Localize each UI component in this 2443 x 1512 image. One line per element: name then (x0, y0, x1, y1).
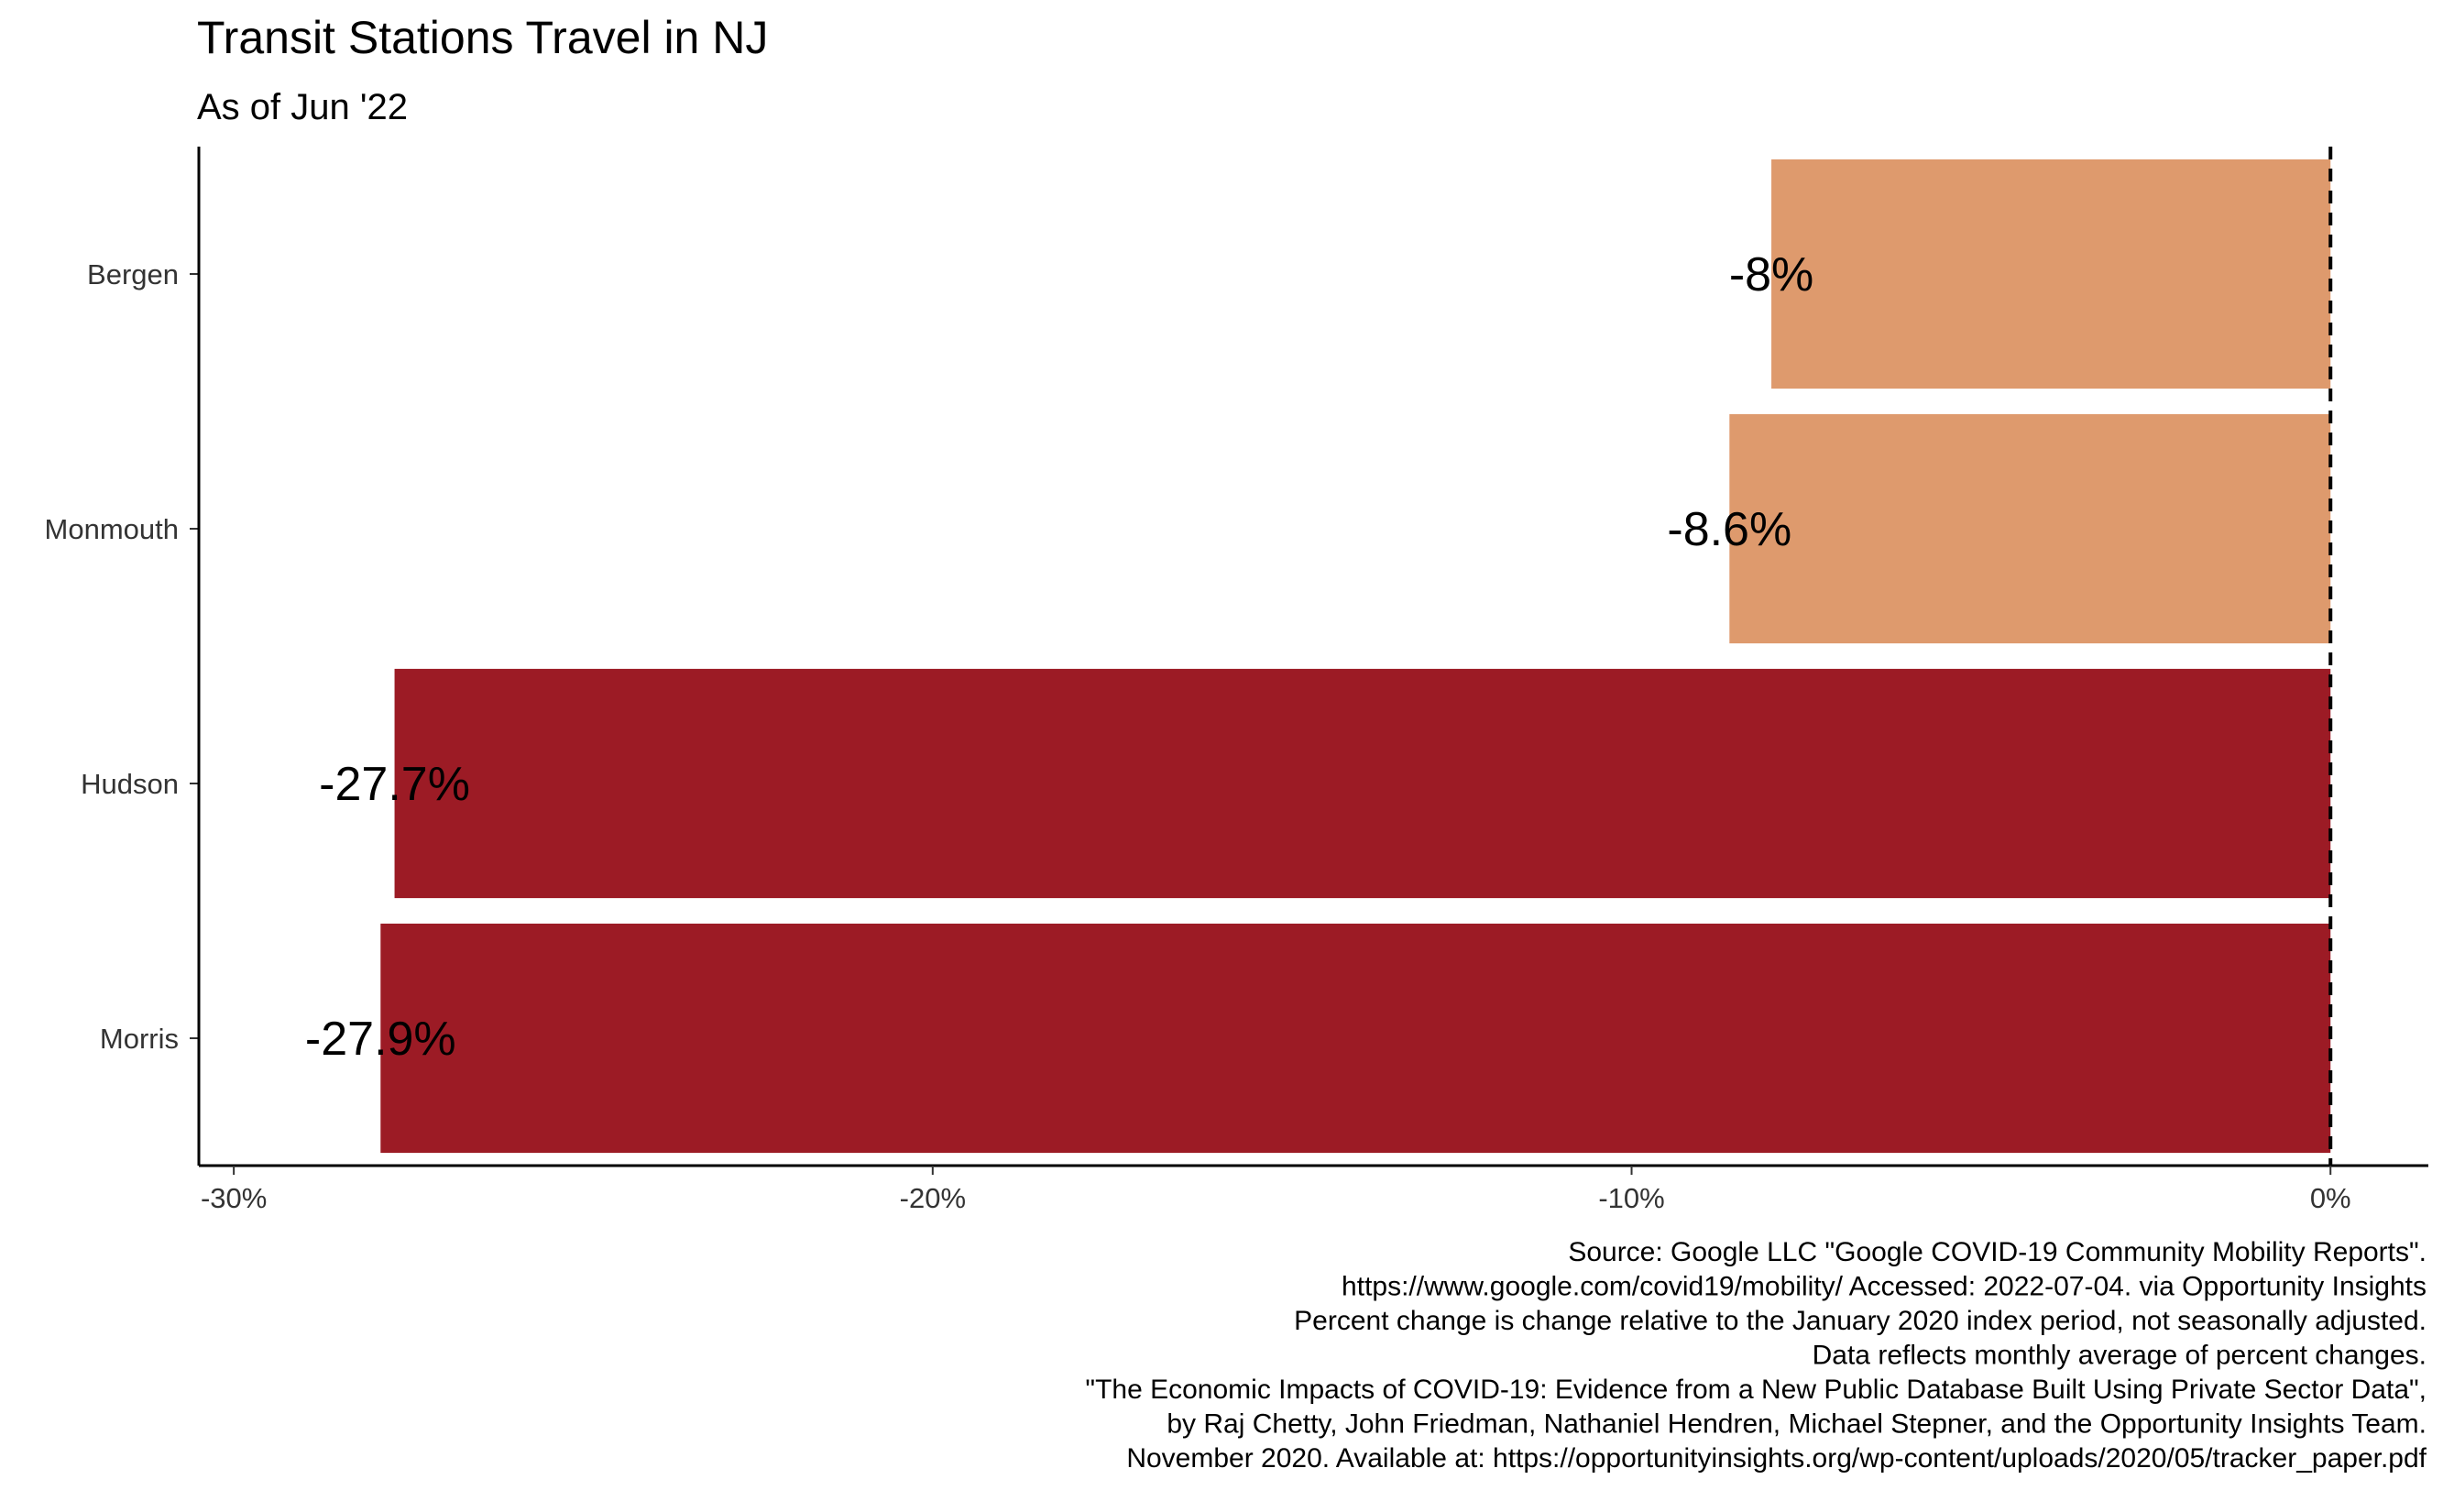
data-label-morris: -27.9% (305, 1013, 456, 1066)
data-label-bergen: -8% (1729, 248, 1813, 301)
data-labels-layer: -8% -8.6% -27.7% -27.9% (305, 248, 1813, 1066)
bars-layer (380, 159, 2331, 1154)
caption-line: Source: Google LLC "Google COVID-19 Comm… (1568, 1237, 2427, 1267)
caption-line: Percent change is change relative to the… (1294, 1306, 2427, 1336)
caption-line: Data reflects monthly average of percent… (1813, 1341, 2427, 1371)
bar-bergen (1771, 159, 2331, 389)
caption-line: by Raj Chetty, John Friedman, Nathaniel … (1167, 1409, 2427, 1440)
caption-line: https://www.google.com/covid19/mobility/… (1342, 1272, 2427, 1302)
y-tick-label-monmouth: Monmouth (45, 513, 179, 545)
caption-line: "The Economic Impacts of COVID-19: Evide… (1085, 1375, 2427, 1405)
y-tick-label-bergen: Bergen (87, 258, 179, 290)
y-tick-label-hudson: Hudson (81, 768, 179, 800)
x-tick-label: -30% (201, 1182, 267, 1214)
bar-hudson (394, 668, 2331, 899)
axes-layer: Bergen Monmouth Hudson Morris -30% -20% -10% 0% (45, 147, 2428, 1214)
x-tick-label: 0% (2310, 1182, 2351, 1214)
caption: Source: Google LLC "Google COVID-19 Comm… (1085, 1237, 2427, 1474)
chart-subtitle: As of Jun '22 (197, 87, 408, 127)
data-label-hudson: -27.7% (319, 758, 470, 811)
y-tick-label-morris: Morris (100, 1023, 179, 1055)
bar-monmouth (1729, 413, 2331, 644)
caption-line: November 2020. Available at: https://opp… (1126, 1443, 2427, 1474)
x-tick-label: -20% (900, 1182, 966, 1214)
bar-morris (380, 923, 2331, 1154)
chart-title: Transit Stations Travel in NJ (197, 12, 768, 63)
data-label-monmouth: -8.6% (1667, 503, 1791, 556)
x-tick-label: -10% (1598, 1182, 1664, 1214)
